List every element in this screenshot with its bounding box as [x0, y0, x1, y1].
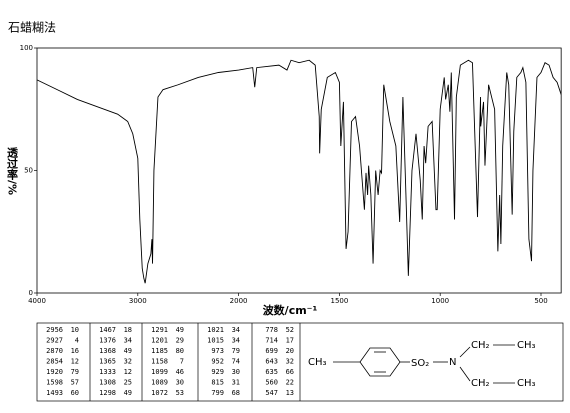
structure-label: CH₃ [517, 340, 536, 351]
chart-title: 石蜡糊法 [8, 20, 56, 35]
peak-transmittance: 30 [232, 368, 240, 376]
peak-transmittance: 53 [176, 389, 184, 397]
peak-transmittance: 79 [232, 347, 240, 355]
peak-transmittance: 34 [232, 337, 240, 345]
peak-wavenumber: 1089 [151, 379, 168, 387]
peak-wavenumber: 778 [265, 326, 278, 334]
peak-wavenumber: 1099 [151, 368, 168, 376]
structure-label: N [449, 357, 456, 368]
structure [333, 344, 515, 384]
x-tick-label: 2000 [230, 297, 248, 305]
peak-wavenumber: 1493 [46, 389, 63, 397]
peak-transmittance: 13 [286, 389, 294, 397]
peak-wavenumber: 2854 [46, 358, 63, 366]
peak-transmittance: 12 [124, 368, 132, 376]
peak-transmittance: 34 [232, 326, 240, 334]
peak-transmittance: 12 [71, 358, 79, 366]
peak-wavenumber: 952 [211, 358, 224, 366]
y-tick-label: 50 [24, 167, 33, 175]
peak-wavenumber: 635 [265, 368, 278, 376]
peak-wavenumber: 547 [265, 389, 278, 397]
peak-transmittance: 80 [176, 347, 184, 355]
structure-label: CH₃ [308, 357, 327, 368]
peak-wavenumber: 699 [265, 347, 278, 355]
x-tick-label: 1500 [330, 297, 348, 305]
bond [459, 346, 471, 358]
peak-wavenumber: 973 [211, 347, 224, 355]
peak-wavenumber: 1376 [99, 337, 116, 345]
peak-wavenumber: 815 [211, 379, 224, 387]
peak-wavenumber: 1333 [99, 368, 116, 376]
spectrum-line [36, 59, 562, 284]
peak-transmittance: 68 [232, 389, 240, 397]
y-tick-label: 100 [20, 44, 33, 52]
peak-transmittance: 7 [180, 358, 184, 366]
peak-wavenumber: 2870 [46, 347, 63, 355]
peak-transmittance: 29 [176, 337, 184, 345]
peak-transmittance: 49 [176, 326, 184, 334]
peak-transmittance: 52 [286, 326, 294, 334]
x-tick-label: 1000 [431, 297, 449, 305]
y-tick-label: 0 [29, 289, 33, 297]
table [36, 322, 564, 402]
peak-wavenumber: 643 [265, 358, 278, 366]
peak-wavenumber: 1015 [207, 337, 224, 345]
peak-transmittance: 79 [71, 368, 79, 376]
peak-wavenumber: 1368 [99, 347, 116, 355]
peak-transmittance: 31 [232, 379, 240, 387]
peak-wavenumber: 799 [211, 389, 224, 397]
peak-wavenumber: 1021 [207, 326, 224, 334]
peak-transmittance: 60 [71, 389, 79, 397]
peak-transmittance: 10 [71, 326, 79, 334]
peak-transmittance: 16 [71, 347, 79, 355]
peak-wavenumber: 1291 [151, 326, 168, 334]
peak-transmittance: 74 [232, 358, 240, 366]
peak-transmittance: 18 [124, 326, 132, 334]
peak-transmittance: 22 [286, 379, 294, 387]
peak-wavenumber: 1467 [99, 326, 116, 334]
peak-wavenumber: 1185 [151, 347, 168, 355]
structure-label: CH₂ [471, 340, 490, 351]
peak-transmittance: 49 [124, 389, 132, 397]
peak-wavenumber: 714 [265, 337, 278, 345]
peak-wavenumber: 1920 [46, 368, 63, 376]
peak-wavenumber: 1201 [151, 337, 168, 345]
peak-wavenumber: 1598 [46, 379, 63, 387]
peak-wavenumber: 1365 [99, 358, 116, 366]
peak-transmittance: 32 [286, 358, 294, 366]
peak-wavenumber: 1072 [151, 389, 168, 397]
peak-wavenumber: 1298 [99, 389, 116, 397]
peak-transmittance: 32 [124, 358, 132, 366]
x-tick-label: 4000 [28, 297, 46, 305]
peak-transmittance: 66 [286, 368, 294, 376]
x-tick-label: 500 [534, 297, 547, 305]
peak-transmittance: 20 [286, 347, 294, 355]
peak-transmittance: 4 [75, 337, 79, 345]
peak-wavenumber: 2956 [46, 326, 63, 334]
x-tick-label: 3000 [129, 297, 147, 305]
structure-label: CH₂ [471, 378, 490, 389]
y-axis-label: 透过率/% [6, 147, 19, 195]
bond [459, 366, 471, 382]
structure-label: CH₃ [517, 378, 536, 389]
plot-frame [36, 47, 562, 294]
peak-transmittance: 17 [286, 337, 294, 345]
peak-transmittance: 46 [176, 368, 184, 376]
peak-wavenumber: 2927 [46, 337, 63, 345]
peak-wavenumber: 1158 [151, 358, 168, 366]
peak-transmittance: 57 [71, 379, 79, 387]
structure-label: SO₂ [411, 358, 429, 369]
peak-wavenumber: 560 [265, 379, 278, 387]
x-axis-label: 波数/cm⁻¹ [263, 303, 318, 317]
peak-wavenumber: 1308 [99, 379, 116, 387]
peak-wavenumber: 929 [211, 368, 224, 376]
peak-transmittance: 25 [124, 379, 132, 387]
peak-transmittance: 34 [124, 337, 132, 345]
peak-transmittance: 30 [176, 379, 184, 387]
peak-transmittance: 49 [124, 347, 132, 355]
